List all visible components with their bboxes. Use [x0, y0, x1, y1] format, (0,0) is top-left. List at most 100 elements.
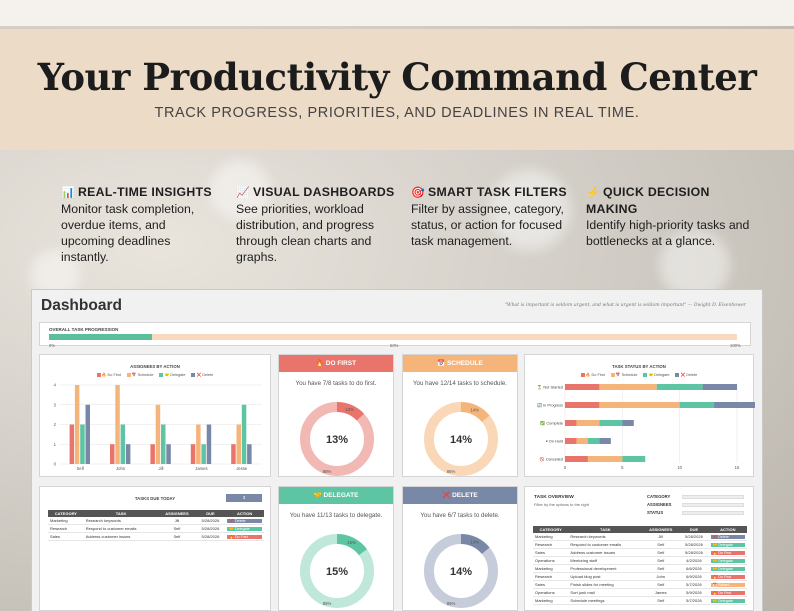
table-cell: 🤝 Delegate: [708, 596, 747, 606]
bar-segment: [622, 420, 634, 426]
table-row[interactable]: Operations Sort junk mail James 5/9/2026 🔥 D…: [533, 588, 747, 598]
y-tick-label: ⏸ On Hold: [546, 439, 563, 444]
filter-status[interactable]: STATUS: [647, 510, 744, 518]
bar: [190, 444, 196, 464]
table-row[interactable]: Research Upload blog post John 6/9/2026 🔥 Do…: [533, 572, 747, 582]
bar-segment: [656, 384, 703, 390]
bar-segment: [565, 402, 600, 408]
column-header: CATEGORY: [48, 510, 84, 517]
x-tick-label: Self: [77, 466, 85, 471]
table-cell: Research: [533, 572, 569, 582]
table-cell: Respond to customer emails: [83, 524, 159, 534]
progress-fill: [49, 334, 153, 340]
column-header: DUE: [679, 526, 709, 533]
table-row[interactable]: Research Respond to customer emails Self 5/…: [533, 540, 747, 550]
filter-assignees[interactable]: ASSIGNEES: [647, 502, 744, 510]
bar: [206, 424, 212, 464]
table-cell: Self: [158, 524, 196, 534]
table-cell: 6/9/2026: [679, 572, 709, 582]
feature-title: 📈 VISUAL DASHBOARDS: [236, 185, 395, 199]
filter-category[interactable]: CATEGORY: [647, 494, 744, 502]
bar-segment: [679, 402, 715, 408]
table-header-row: CATEGORY TASK ASSIGNEES DUE ACTION: [533, 526, 747, 533]
table-cell: Jill: [642, 533, 680, 542]
filter-select[interactable]: [682, 502, 744, 507]
column-header: CATEGORY: [533, 526, 569, 533]
table-row[interactable]: Sales Address customer issues Self 5/28/202…: [48, 532, 264, 542]
chart-legend: 🔥 Do First 📅 Schedule 🤝 Delegate ❌ Delete: [40, 372, 270, 377]
table-cell: Address customer issues: [83, 532, 159, 542]
feature-text: Identify high-priority tasks and bottlen…: [586, 218, 750, 248]
table-cell: Sales: [533, 548, 569, 558]
table-row[interactable]: Sales Address customer issues Self 5/28/202…: [533, 548, 747, 558]
legend-item: ❌ Delete: [191, 373, 213, 377]
delegate-header: 🤝 DELEGATE: [279, 487, 393, 504]
bar: [80, 424, 85, 464]
table-row[interactable]: Marketing Research keywords Jill 5/28/2026 ❌…: [533, 533, 747, 542]
bar: [241, 404, 247, 464]
bar: [236, 424, 241, 464]
overview-title: TASK OVERVIEW: [534, 495, 574, 500]
feature-title: 📊 REAL-TIME INSIGHTS: [61, 185, 212, 199]
y-tick-label: 4: [54, 383, 57, 388]
bar-segment: [599, 420, 623, 426]
legend-item: 📅 Schedule: [610, 373, 637, 377]
legend-item: 🤝 Delegate: [159, 373, 185, 377]
table-cell: Self: [642, 556, 680, 566]
table-cell: ❌ Delete: [225, 517, 264, 526]
table-cell: Respond to customer emails: [568, 540, 643, 550]
action-badge: 🔥 Do First: [710, 550, 745, 555]
table-cell: Self: [642, 540, 680, 550]
column-header: DUE: [195, 510, 226, 517]
table-cell: 5/28/2026: [679, 533, 709, 542]
task-overview-card: TASK OVERVIEW Filter by the options to t…: [524, 486, 754, 611]
table-cell: John: [642, 572, 680, 582]
donut-center-label: 13%: [326, 434, 348, 446]
table-row[interactable]: Marketing Research keywords Jill 5/28/2026 ❌…: [48, 517, 264, 526]
bar-segment: [714, 402, 755, 408]
table-row[interactable]: Marketing Professional development Self 6/6…: [533, 564, 747, 574]
x-tick-label: 0: [564, 465, 567, 470]
due-today-table: CATEGORY TASK ASSIGNEES DUE ACTION Marketing R…: [48, 510, 264, 542]
table-cell: 🤝 Delegate: [708, 556, 747, 566]
legend-swatch: [159, 373, 164, 377]
column-header: TASK: [83, 510, 159, 517]
bar: [155, 404, 161, 464]
column-header: ACTION: [225, 510, 264, 517]
y-tick-label: 0: [54, 462, 57, 467]
donut-center-label: 14%: [450, 566, 472, 578]
donut-rest-label: 86%: [447, 469, 456, 474]
target-icon: 🎯: [411, 187, 425, 199]
table-cell: 🔥 Do First: [708, 588, 747, 598]
table-row[interactable]: Operations Mentoring staff Self 4/2/2026 🤝 D…: [533, 556, 747, 566]
progress-label: OVERALL TASK PROGRESSION: [49, 327, 119, 332]
tasks-due-today-card: TASKS DUE TODAY 3 CATEGORY TASK ASSIGNEES D…: [39, 486, 271, 611]
action-badge: 🤝 Delegate: [710, 542, 745, 547]
feature-text: Filter by assignee, category, status, or…: [411, 202, 564, 248]
table-row[interactable]: Marketing Schedule meetings Self 5/7/2026 🤝 …: [533, 596, 747, 606]
x-tick-label: John: [116, 466, 126, 471]
bar-segment: [587, 438, 600, 444]
feature-quick-decision: ⚡ QUICK DECISION MAKING Identify high-pri…: [586, 184, 751, 249]
table-cell: Mentoring staff: [568, 556, 643, 566]
y-tick-label: 🔄 In Progress: [537, 403, 563, 408]
delegate-summary: You have 11/13 tasks to delegate.: [289, 512, 383, 519]
donut-rest-label: 88%: [323, 469, 332, 474]
table-cell: Marketing: [48, 517, 84, 526]
x-tick-label: James: [195, 466, 207, 471]
bar: [69, 424, 75, 464]
table-cell: Marketing: [533, 533, 569, 542]
bokeh-light: [490, 170, 570, 250]
bar: [201, 444, 206, 464]
bar-segment: [622, 456, 646, 462]
hero-subtitle: TRACK PROGRESS, PRIORITIES, AND DEADLINE…: [154, 105, 640, 121]
overview-filters: CATEGORY ASSIGNEES STATUS: [647, 494, 744, 518]
table-row[interactable]: Research Respond to customer emails Self 5/…: [48, 524, 264, 534]
table-cell: Sort junk mail: [568, 588, 643, 598]
table-row[interactable]: Sales Finish slides for meeting Self 5/7/20…: [533, 580, 747, 590]
filter-select[interactable]: [682, 510, 744, 515]
bar: [74, 385, 80, 464]
trend-up-icon: 📈: [236, 187, 250, 199]
filter-select[interactable]: [682, 494, 744, 499]
table-cell: Upload blog post: [568, 572, 643, 582]
